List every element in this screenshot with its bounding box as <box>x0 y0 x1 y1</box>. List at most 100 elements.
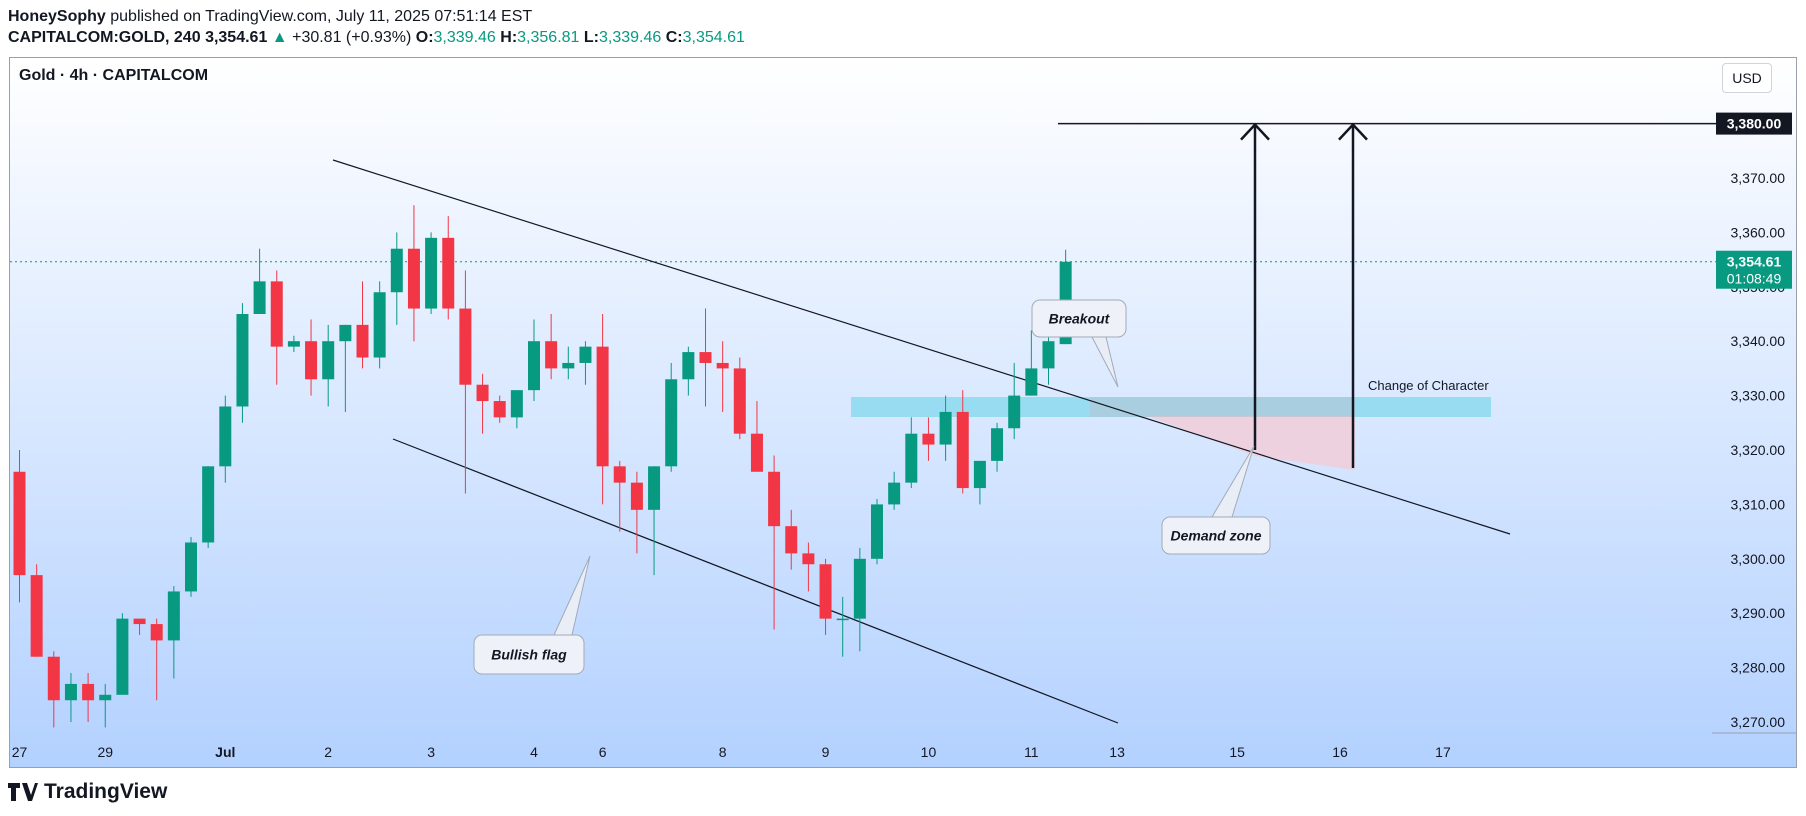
candle-body[interactable] <box>819 564 832 619</box>
publish-info: HoneySophy published on TradingView.com,… <box>8 8 532 26</box>
candle-body[interactable] <box>905 433 918 483</box>
candle-body[interactable] <box>202 466 215 543</box>
candle-body[interactable] <box>888 482 901 505</box>
y-tick-label: 3,300.00 <box>1731 551 1786 567</box>
x-tick-label: 16 <box>1332 744 1348 760</box>
breakout-callout-box[interactable] <box>1031 299 1127 338</box>
x-tick-label: 6 <box>599 744 607 760</box>
candle-body[interactable] <box>305 341 318 380</box>
candle-body[interactable] <box>665 379 678 467</box>
x-tick-label: 11 <box>1024 744 1039 760</box>
candle-body[interactable] <box>682 352 695 380</box>
y-tick-label: 3,320.00 <box>1731 442 1786 458</box>
candle-body[interactable] <box>596 346 609 467</box>
candle-body[interactable] <box>939 411 952 445</box>
candle-body[interactable] <box>47 656 60 701</box>
candle-body[interactable] <box>871 504 883 559</box>
x-tick-label: 8 <box>719 744 727 760</box>
bullish-flag-callout-box[interactable] <box>473 634 585 675</box>
candle-body[interactable] <box>116 618 129 695</box>
candle-body[interactable] <box>733 368 746 434</box>
candle-body[interactable] <box>768 471 781 527</box>
x-tick-label: 9 <box>822 744 830 760</box>
candle-body[interactable] <box>991 428 1004 461</box>
last-price-tag-label: 3,354.61 <box>1727 254 1782 270</box>
tradingview-logo[interactable]: TradingView <box>8 780 167 804</box>
chart-title: Gold · 4h · CAPITALCOM <box>19 67 209 84</box>
candle-body[interactable] <box>64 683 77 701</box>
candle-body[interactable] <box>579 346 592 363</box>
candle-body[interactable] <box>493 401 506 418</box>
x-tick-label: 27 <box>12 744 28 760</box>
candle-body[interactable] <box>407 248 420 309</box>
candle-body[interactable] <box>167 591 180 641</box>
close-value: 3,354.61 <box>682 29 745 46</box>
candle-body[interactable] <box>802 553 815 565</box>
candle-body[interactable] <box>853 558 866 619</box>
candle-body[interactable] <box>648 466 661 510</box>
candle-body[interactable] <box>356 324 369 358</box>
x-tick-label: 10 <box>921 744 937 760</box>
candle-body[interactable] <box>922 433 935 445</box>
candle-body[interactable] <box>630 482 643 510</box>
candle-body[interactable] <box>836 618 849 621</box>
symbol-label: CAPITALCOM:GOLD, 240 <box>8 29 201 46</box>
author-name[interactable]: HoneySophy <box>8 8 106 25</box>
candle-body[interactable] <box>716 362 729 369</box>
up-arrow-icon: ▲ <box>271 29 288 46</box>
low-value: 3,339.46 <box>599 29 662 46</box>
x-tick-label: 2 <box>324 744 332 760</box>
x-tick-label: 4 <box>530 744 538 760</box>
candle-body[interactable] <box>236 314 249 407</box>
high-value: 3,356.81 <box>517 29 580 46</box>
candle-body[interactable] <box>322 341 335 380</box>
demand-zone-callout-label: Demand zone <box>1170 528 1261 544</box>
candle-body[interactable] <box>253 281 266 314</box>
flag-lower-trendline[interactable] <box>392 438 1119 724</box>
y-tick-label: 3,280.00 <box>1731 660 1786 676</box>
candle-body[interactable] <box>613 466 626 483</box>
candle-body[interactable] <box>133 618 146 625</box>
currency-button[interactable]: USD <box>1722 63 1772 93</box>
target-arrow-1-head <box>1240 122 1270 141</box>
candle-body[interactable] <box>459 308 472 385</box>
candle-body[interactable] <box>219 406 232 467</box>
candle-body[interactable] <box>1025 368 1038 396</box>
candle-body[interactable] <box>373 292 386 358</box>
change-of-character-label: Change of Character <box>1368 378 1489 393</box>
candle-body[interactable] <box>13 471 26 576</box>
y-tick-label: 3,370.00 <box>1731 170 1786 186</box>
candle-body[interactable] <box>545 341 558 369</box>
candle-body[interactable] <box>476 384 489 402</box>
logo-text: TradingView <box>44 780 168 803</box>
y-tick-label: 3,270.00 <box>1731 714 1786 730</box>
candle-body[interactable] <box>562 362 575 369</box>
candle-body[interactable] <box>99 694 112 701</box>
candle-body[interactable] <box>185 542 197 592</box>
candle-body[interactable] <box>390 248 403 293</box>
flag-upper-trendline[interactable] <box>332 159 1511 535</box>
candle-body[interactable] <box>785 526 798 554</box>
candle-body[interactable] <box>699 352 712 363</box>
y-tick-label: 3,290.00 <box>1731 605 1786 621</box>
candle-body[interactable] <box>1008 395 1021 429</box>
candle-body[interactable] <box>339 324 352 342</box>
ohlc-header: CAPITALCOM:GOLD, 240 3,354.61 ▲ +30.81 (… <box>8 29 745 47</box>
candle-body[interactable] <box>750 433 763 472</box>
candle-body[interactable] <box>528 341 540 391</box>
candle-body[interactable] <box>510 390 523 418</box>
candle-body[interactable] <box>425 237 438 309</box>
demand-zone-area <box>1147 416 1355 470</box>
candle-body[interactable] <box>270 281 283 347</box>
candle-body[interactable] <box>973 460 986 489</box>
candle-body[interactable] <box>30 575 43 657</box>
candle-body[interactable] <box>956 411 969 489</box>
demand-zone-callout-box[interactable] <box>1161 516 1271 555</box>
bullish-flag-callout-label: Bullish flag <box>491 647 567 663</box>
candle-body[interactable] <box>442 237 455 309</box>
candle-body[interactable] <box>1042 341 1055 369</box>
candle-body[interactable] <box>82 683 95 701</box>
candle-body[interactable] <box>150 624 163 641</box>
candle-body[interactable] <box>287 341 300 347</box>
